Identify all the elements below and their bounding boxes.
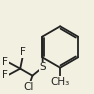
Text: CH₃: CH₃ — [51, 77, 70, 87]
Text: F: F — [2, 57, 8, 67]
Text: S: S — [39, 62, 46, 72]
Text: F: F — [20, 47, 25, 57]
Text: F: F — [2, 70, 8, 80]
Text: Cl: Cl — [24, 82, 34, 92]
